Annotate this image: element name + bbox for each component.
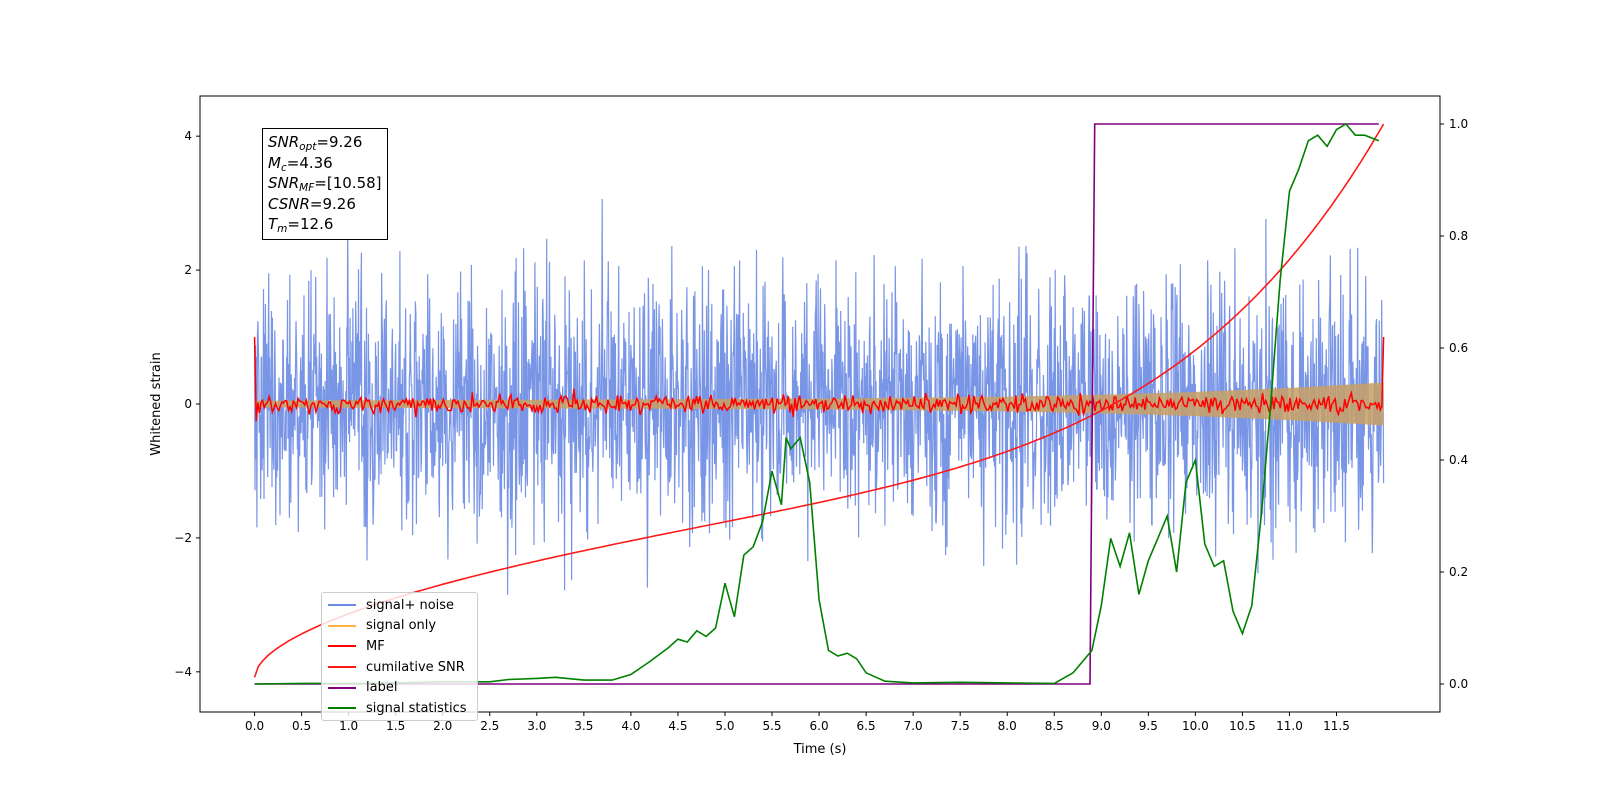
series-mf-line — [253, 336, 1385, 422]
x-tick-label: 4.0 — [621, 719, 640, 733]
y2-tick-label: 1.0 — [1449, 117, 1468, 131]
legend-item: signal+ noise — [322, 595, 477, 616]
x-tick-label: 8.0 — [998, 719, 1017, 733]
legend-swatch — [328, 707, 356, 710]
series-signal-statistics-line — [254, 122, 1380, 685]
y-axis-left: 4 2 0 −2 −4 — [174, 129, 200, 679]
x-tick-label: 4.5 — [668, 719, 687, 733]
legend-label: MF — [366, 638, 385, 654]
legend-item: signal statistics — [322, 698, 477, 719]
legend-label: signal+ noise — [366, 597, 455, 613]
legend-item: signal only — [322, 616, 477, 637]
x-tick-label: 6.0 — [810, 719, 829, 733]
legend-swatch — [328, 666, 356, 669]
legend-item: MF — [322, 636, 477, 657]
x-tick-label: 3.0 — [527, 719, 546, 733]
x-tick-label: 9.0 — [1092, 719, 1111, 733]
legend-swatch — [328, 624, 356, 627]
x-tick-label: 1.5 — [386, 719, 405, 733]
snr-opt-line: SNRopt=9.26 — [268, 133, 363, 153]
snr-annotation-box: SNRopt=9.26 Mc=4.36 SNRMF=[10.58] CSNR=9… — [262, 128, 388, 240]
x-tick-label: 11.5 — [1323, 719, 1350, 733]
snr-mf-line: SNRMF=[10.58] — [268, 174, 382, 194]
x-tick-label: 10.0 — [1182, 719, 1209, 733]
x-tick-label: 0.5 — [292, 719, 311, 733]
legend-label: signal statistics — [366, 700, 467, 716]
x-axis: 0.0 0.5 1.0 1.5 2.0 2.5 3.0 3.5 4.0 4.5 5.0 5.5 6.0 6… — [245, 712, 1350, 733]
tm-value: 12.6 — [299, 215, 334, 233]
y2-tick-label: 0.2 — [1449, 565, 1468, 579]
legend-item: cumilative SNR — [322, 657, 477, 678]
chart-legend: signal+ noise signal only MF cumilative SNR… — [321, 592, 478, 721]
y-axis-label: Whitened strain — [149, 352, 164, 455]
x-tick-label: 9.5 — [1139, 719, 1158, 733]
legend-item: label — [322, 677, 477, 698]
y2-tick-label: 0.4 — [1449, 453, 1468, 467]
mc-value: 4.36 — [299, 153, 333, 172]
x-tick-label: 5.5 — [762, 719, 781, 733]
y-tick-label: 4 — [184, 129, 192, 143]
y2-tick-label: 0.8 — [1449, 229, 1468, 243]
y-tick-label: −2 — [174, 531, 192, 545]
series-cumulative-snr-line — [253, 123, 1385, 678]
x-tick-label: 0.0 — [245, 719, 264, 733]
tm-line: Tm=12.6 — [268, 215, 334, 235]
legend-label: signal only — [366, 618, 437, 634]
y-tick-label: 2 — [184, 263, 192, 277]
y2-tick-label: 0.6 — [1449, 341, 1468, 355]
x-tick-label: 8.5 — [1045, 719, 1064, 733]
y2-tick-label: 0.0 — [1449, 677, 1468, 691]
legend-swatch — [328, 686, 356, 689]
legend-label: label — [366, 680, 398, 696]
csnr-value: 9.26 — [322, 194, 356, 213]
legend-swatch — [328, 604, 356, 607]
legend-swatch — [328, 645, 356, 648]
x-tick-label: 3.5 — [574, 719, 593, 733]
x-tick-label: 5.0 — [715, 719, 734, 733]
x-tick-label: 7.5 — [951, 719, 970, 733]
snr-mf-value: [10.58] — [326, 174, 382, 192]
mc-line: Mc=4.36 — [268, 153, 333, 174]
x-tick-label: 6.5 — [857, 719, 876, 733]
y-tick-label: 0 — [184, 397, 192, 411]
x-tick-label: 10.5 — [1229, 719, 1256, 733]
snr-opt-value: 9.26 — [328, 133, 363, 151]
y-axis-right: 1.0 0.8 0.6 0.4 0.2 0.0 — [1440, 117, 1468, 691]
x-tick-label: 11.0 — [1276, 719, 1303, 733]
y-tick-label: −4 — [174, 665, 192, 679]
x-tick-label: 7.0 — [904, 719, 923, 733]
x-tick-label: 2.0 — [433, 719, 452, 733]
series-label-line — [254, 123, 1379, 685]
plot-area — [253, 122, 1385, 685]
x-tick-label: 1.0 — [339, 719, 358, 733]
x-tick-label: 2.5 — [480, 719, 499, 733]
series-signal-noise-line — [254, 198, 1385, 595]
csnr-line: CSNR=9.26 — [268, 194, 356, 213]
legend-label: cumilative SNR — [366, 659, 465, 675]
x-axis-label: Time (s) — [793, 742, 847, 757]
